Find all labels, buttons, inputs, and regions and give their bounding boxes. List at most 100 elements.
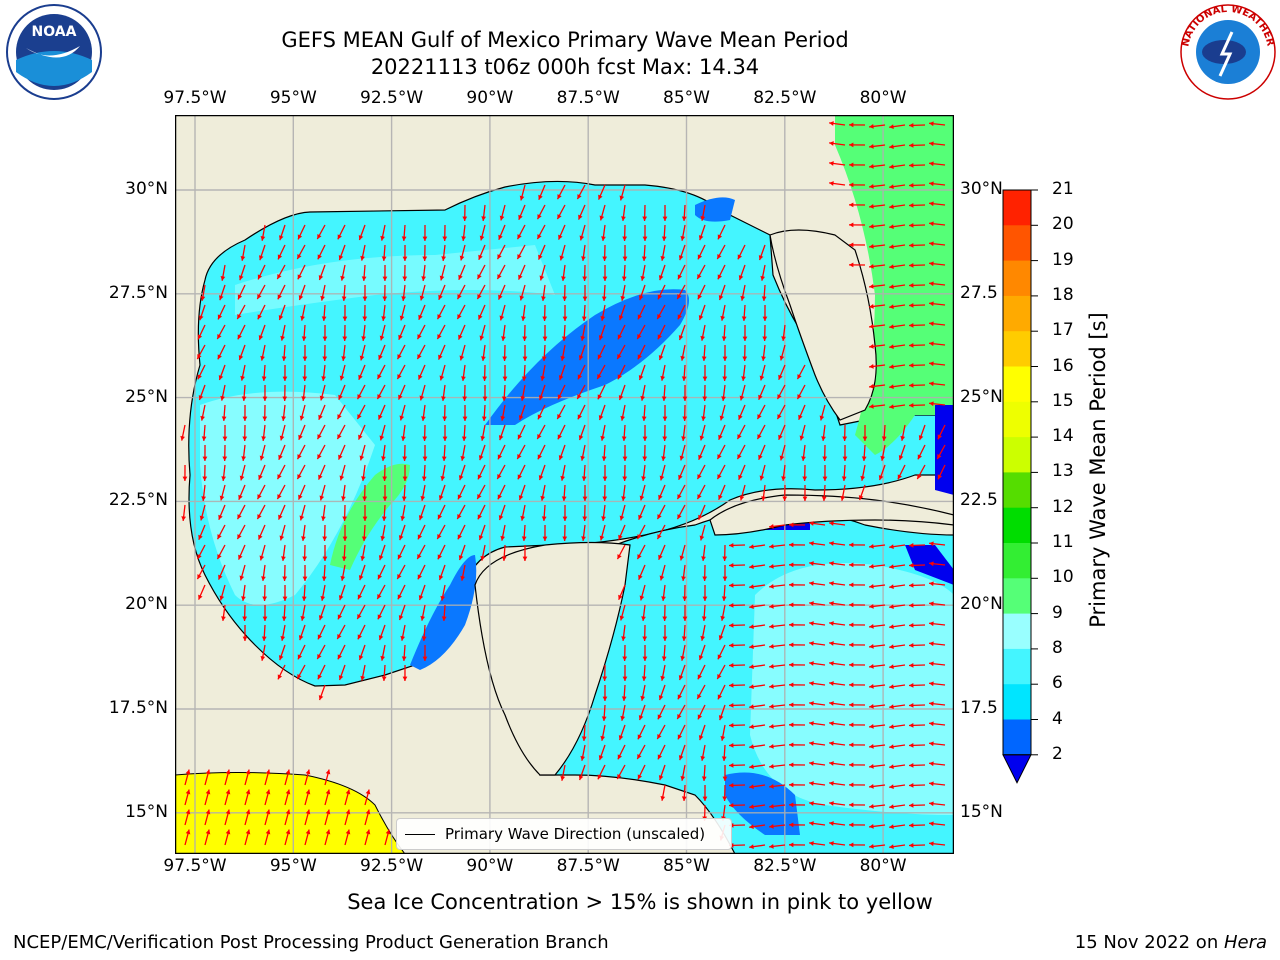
wave-arrow-head [580,335,586,341]
wave-arrow-head [218,574,223,580]
wave-arrow-head [338,255,344,261]
wave-arrow-head [918,435,924,441]
wave-arrow-head [681,436,686,441]
wave-arrow-head [357,614,362,620]
wave-arrow-head [909,782,914,788]
wave-arrow-head [658,494,663,500]
wave-arrow-head [217,354,222,360]
wave-arrow-head [660,255,666,261]
wave-arrow-head [869,744,874,749]
wave-arrow-head [889,344,894,349]
wave-arrow-head [560,355,566,361]
colorbar-tick-label: 10 [1052,567,1074,588]
colorbar-segment [1003,719,1031,756]
wave-arrow-head [678,255,684,261]
wave-arrow-head [662,216,668,221]
wave-arrow-head [682,596,688,601]
wave-arrow-head [701,776,707,781]
wave-arrow-head [257,514,262,520]
colorbar-tick-label: 6 [1052,673,1063,694]
wave-arrow-head [497,454,503,460]
wave-arrow-head [869,844,874,849]
wave-arrow-head [849,602,854,608]
wave-arrow-head [929,141,934,147]
wave-arrow-head [221,616,226,621]
wave-arrow-head [659,475,665,481]
wave-arrow-head [849,142,854,148]
wave-arrow-head [257,314,262,320]
wave-arrow-head [321,376,327,381]
wave-arrow-head [379,435,385,441]
wave-arrow-head [317,254,322,260]
wave-arrow-head [757,434,762,440]
wave-arrow-head [442,416,448,421]
wave-arrow-head [477,514,483,520]
wave-arrow-head [717,274,723,280]
wave-arrow-head [577,194,582,200]
wave-arrow-head [321,576,327,581]
left-lat-tick: 22.5°N [108,490,168,511]
wave-arrow-head [618,395,624,401]
wave-arrow-head [400,515,406,521]
wave-arrow-head [849,782,854,788]
wave-arrow-head [889,324,894,329]
top-lon-tick: 92.5°W [360,88,424,108]
wave-arrow-head [909,122,914,128]
wave-arrow-head [317,674,323,680]
wave-arrow-head [560,775,566,781]
wave-arrow-head [299,415,305,421]
wave-arrow-head [729,602,734,608]
wave-arrow-head [377,374,382,380]
wave-arrow-head [561,336,567,341]
wave-arrow-head [789,662,794,668]
colorbar-tick-label: 21 [1052,179,1074,199]
wave-arrow-head [619,615,625,621]
wave-arrow-head [398,334,403,340]
wave-arrow-head [362,496,368,501]
wave-arrow-head [929,841,934,847]
wave-arrow-head [401,436,406,441]
wave-arrow-head [205,809,211,815]
wave-arrow-head [302,356,308,361]
wave-arrow-head [721,596,727,601]
wave-arrow-head [501,556,507,561]
wave-arrow-head [498,515,504,521]
wave-arrow-head [439,375,445,381]
wave-arrow-head [562,536,568,541]
wave-arrow-head [602,276,608,281]
wave-arrow-head [621,696,627,701]
wave-arrow-head [769,583,774,589]
colorbar-tick-label: 11 [1052,532,1074,552]
wave-arrow-head [478,254,483,260]
wave-arrow-head [680,235,686,241]
wave-arrow-head [929,741,934,747]
wave-arrow-head [397,374,402,380]
wave-arrow-head [277,494,282,500]
wave-arrow-head [822,456,828,461]
wave-arrow-head [722,376,728,381]
wave-arrow-head [929,801,934,807]
wave-arrow-head [929,541,934,547]
wave-arrow-head [538,254,543,260]
wave-arrow-head [437,334,442,340]
wave-arrow-head [909,802,914,808]
wave-arrow-head [639,495,645,501]
wave-arrow-head [518,274,523,280]
wave-arrow-head [521,536,527,541]
wave-arrow-head [520,515,526,521]
wave-arrow-head [720,615,726,621]
wave-arrow-head [869,804,874,809]
wave-arrow-head [518,495,524,501]
wave-arrow-head [929,641,934,647]
wave-arrow-head [441,616,447,621]
wave-arrow-head [789,762,794,768]
wave-arrow-head [419,395,425,401]
wave-arrow-head [680,355,686,361]
wave-arrow-head [322,336,328,341]
wave-arrow-head [889,544,894,549]
colorbar-segment [1003,648,1031,685]
wave-arrow-head [559,255,565,261]
wave-arrow-head [325,789,331,795]
caribbean-dark-east [905,545,954,585]
wave-arrow-head [909,262,914,268]
